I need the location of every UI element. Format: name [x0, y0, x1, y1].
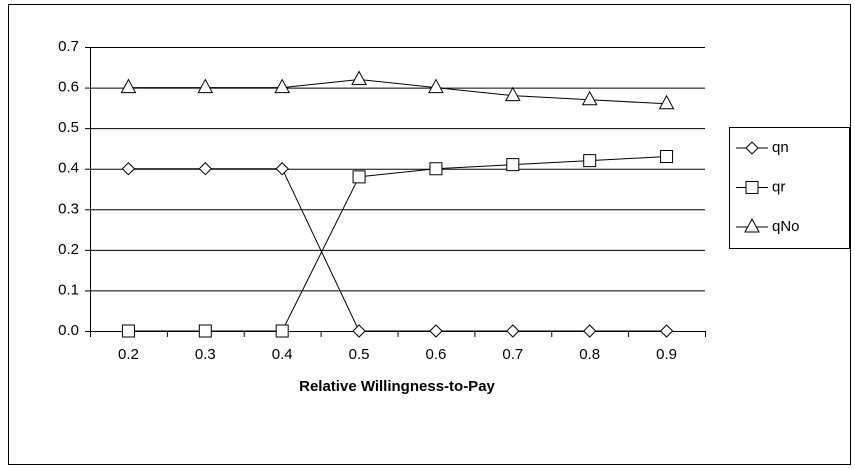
x-tick-label: 0.6	[426, 346, 447, 363]
data-point	[660, 150, 674, 164]
series-line	[128, 156, 667, 332]
y-tick-label: 0.2	[58, 241, 79, 258]
x-tick-label: 0.8	[579, 346, 600, 363]
data-point	[583, 154, 597, 168]
y-tick-label: 0.0	[58, 322, 79, 339]
series-line	[128, 168, 667, 332]
data-point	[506, 324, 520, 338]
y-tick-label: 0.5	[58, 119, 79, 136]
chart-frame	[8, 4, 851, 465]
data-point	[121, 162, 136, 176]
x-tick-label: 0.5	[349, 346, 370, 363]
y-tick-label: 0.6	[58, 79, 79, 96]
legend-marker	[745, 181, 759, 194]
series-line	[128, 78, 667, 105]
data-point	[428, 78, 444, 94]
data-point	[197, 78, 214, 94]
data-point	[351, 70, 367, 85]
x-tick-label: 0.3	[195, 346, 216, 363]
legend-marker	[744, 217, 760, 233]
y-tick-label: 0.7	[58, 38, 79, 55]
data-point	[658, 94, 675, 110]
data-point	[120, 78, 137, 94]
data-point	[121, 324, 135, 338]
x-axis-label: Relative Willingness-to-Pay	[299, 378, 495, 395]
data-point	[275, 324, 289, 338]
data-point	[429, 162, 443, 176]
legend-label: qn	[772, 139, 789, 156]
data-point	[429, 324, 443, 338]
data-point	[504, 86, 521, 102]
data-point	[659, 324, 674, 338]
y-tick-label: 0.1	[58, 281, 79, 298]
data-point	[582, 324, 597, 338]
y-tick-label: 0.4	[58, 160, 79, 177]
legend-marker	[745, 141, 759, 155]
legend-label: qNo	[772, 218, 800, 235]
legend-label: qr	[772, 178, 785, 195]
data-point	[275, 162, 289, 176]
y-tick-label: 0.3	[58, 200, 79, 217]
data-point	[198, 162, 213, 176]
data-point	[506, 158, 520, 172]
data-point	[274, 78, 291, 94]
x-tick-label: 0.2	[118, 346, 139, 363]
data-point	[352, 324, 366, 338]
data-point	[581, 90, 598, 106]
x-tick-label: 0.4	[272, 346, 293, 363]
x-tick-label: 0.7	[502, 346, 523, 363]
x-tick-label: 0.9	[656, 346, 677, 363]
data-point	[352, 170, 366, 184]
data-point	[198, 324, 212, 338]
